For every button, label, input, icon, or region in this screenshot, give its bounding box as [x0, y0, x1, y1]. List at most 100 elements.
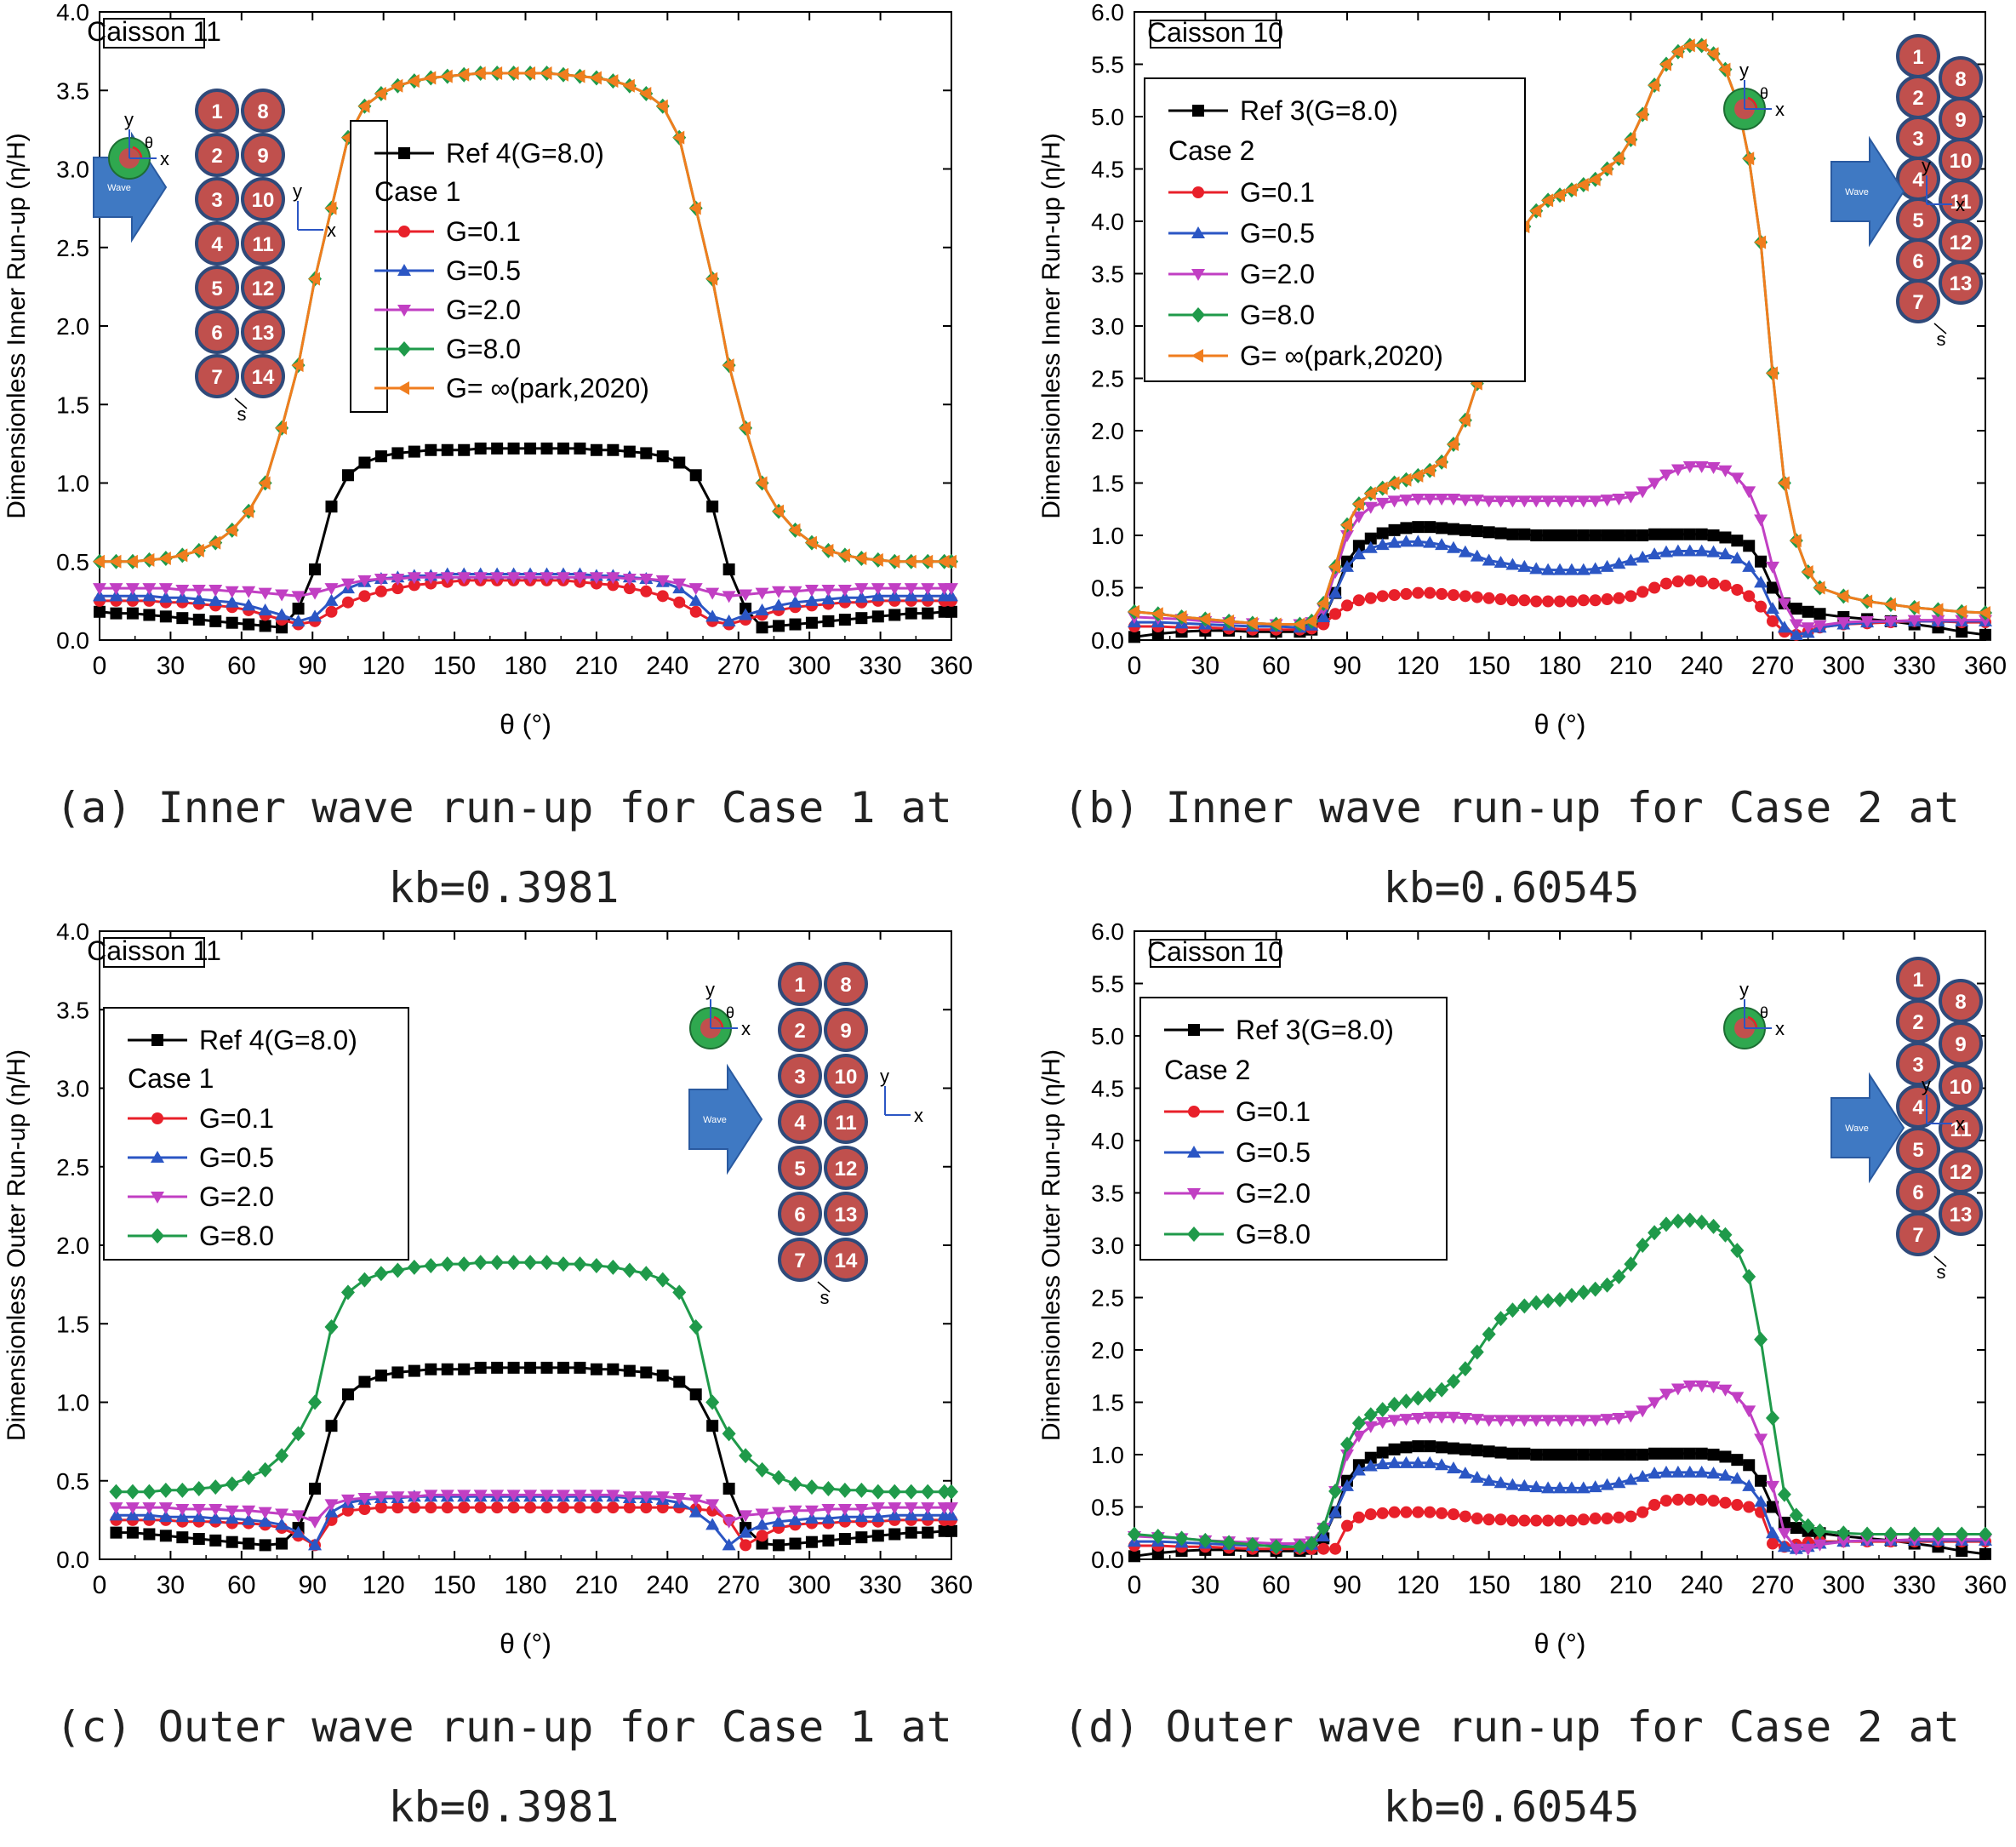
data-point: [1529, 1480, 1544, 1493]
data-point: [655, 1272, 670, 1288]
data-point: [705, 272, 718, 286]
data-point: [804, 1505, 819, 1518]
data-point: [425, 1363, 437, 1375]
data-point: [1682, 1465, 1697, 1478]
data-point: [607, 579, 620, 592]
data-point: [1742, 559, 1756, 572]
data-point: [755, 476, 768, 490]
x-tick-label: 90: [1333, 652, 1361, 680]
data-point: [640, 1501, 653, 1514]
series-line: [1134, 1218, 1985, 1548]
data-point: [1518, 1514, 1531, 1527]
data-point: [1388, 589, 1401, 602]
data-point: [458, 1501, 471, 1514]
data-point: [391, 1491, 405, 1504]
data-point: [904, 589, 918, 602]
caisson-number: 2: [211, 145, 222, 168]
data-point: [689, 605, 702, 618]
wave-label: Wave: [703, 1115, 727, 1125]
data-point: [1601, 529, 1613, 541]
x-tick-label: 300: [788, 1571, 831, 1599]
data-point: [1718, 1468, 1733, 1481]
caisson-circle: [195, 89, 239, 133]
legend-label: G=0.1: [199, 1103, 274, 1134]
data-point: [1636, 1405, 1650, 1418]
data-point: [1222, 1535, 1236, 1551]
data-point: [838, 1533, 851, 1546]
data-point: [755, 1508, 769, 1521]
data-point: [1541, 495, 1556, 508]
data-point: [855, 1531, 868, 1544]
data-point: [1305, 614, 1317, 628]
data-point: [1789, 1543, 1803, 1556]
data-point: [705, 1518, 720, 1530]
data-point: [589, 572, 603, 585]
data-point: [1341, 1519, 1353, 1532]
y-tick-label: 5.5: [1091, 52, 1124, 78]
data-point: [871, 1484, 885, 1500]
legend-label: G=8.0: [1236, 1219, 1311, 1249]
data-point: [125, 1508, 140, 1521]
data-point: [491, 1361, 504, 1374]
theta-label: θ: [1760, 85, 1768, 102]
data-point: [1198, 1532, 1213, 1548]
data-point: [1459, 523, 1471, 536]
data-point: [854, 1503, 869, 1516]
data-point: [1613, 592, 1625, 604]
data-point: [1706, 462, 1721, 475]
data-point: [1447, 493, 1460, 506]
data-point: [1447, 1373, 1460, 1389]
data-point: [1412, 1440, 1425, 1453]
data-point: [1376, 1507, 1389, 1519]
data-point: [142, 1502, 157, 1515]
x-tick-label: 0: [1128, 652, 1142, 680]
data-point: [176, 612, 189, 625]
legend-label: G=0.5: [1236, 1137, 1311, 1168]
data-point: [1636, 1449, 1649, 1461]
x-tick-label: 60: [227, 652, 255, 680]
data-point: [888, 1508, 902, 1521]
data-point: [1718, 1227, 1733, 1243]
data-point: [705, 587, 720, 600]
data-point: [622, 1262, 637, 1278]
data-point: [358, 1375, 371, 1388]
data-point: [291, 1426, 306, 1442]
y-tick-label: 0.5: [1091, 1495, 1124, 1521]
legend-case-label: Case 2: [1168, 135, 1254, 166]
data-point: [1576, 495, 1591, 508]
global-y-label: y: [880, 1066, 889, 1087]
data-point: [804, 584, 819, 597]
caisson-number: 7: [211, 366, 222, 389]
y-tick-label: 0.0: [1091, 1547, 1124, 1573]
data-point: [722, 1516, 736, 1529]
data-point: [1363, 486, 1376, 500]
data-point: [1577, 594, 1590, 607]
data-point: [838, 614, 851, 626]
data-point: [1363, 1421, 1378, 1433]
y-tick-label: 3.5: [56, 997, 89, 1023]
legend: Ref 4(G=8.0) Case 1 G=0.1 G=0.5 G=2.0 G=8.0 G=…: [374, 138, 649, 403]
x-tick-label: 30: [1191, 652, 1219, 680]
data-point: [1625, 1510, 1637, 1523]
data-point: [888, 1484, 902, 1500]
data-point: [739, 589, 753, 602]
caisson-circle: [195, 266, 239, 310]
data-point: [1529, 1295, 1544, 1311]
legend-marker: [1191, 269, 1205, 281]
data-point: [506, 572, 521, 585]
legend-marker: [1188, 1024, 1200, 1036]
data-point: [523, 572, 538, 585]
data-point: [607, 1501, 620, 1514]
caisson-number: 8: [257, 100, 268, 123]
data-point: [1269, 617, 1282, 632]
series-line: [116, 1495, 951, 1547]
data-point: [1755, 555, 1768, 568]
data-point: [192, 1533, 205, 1546]
data-point: [1458, 413, 1471, 427]
data-point: [143, 1528, 156, 1541]
data-point: [871, 1502, 885, 1515]
data-point: [1813, 1523, 1827, 1539]
data-point: [1682, 1212, 1697, 1228]
caisson-number: 1: [211, 100, 222, 123]
data-point: [1979, 1547, 1991, 1560]
